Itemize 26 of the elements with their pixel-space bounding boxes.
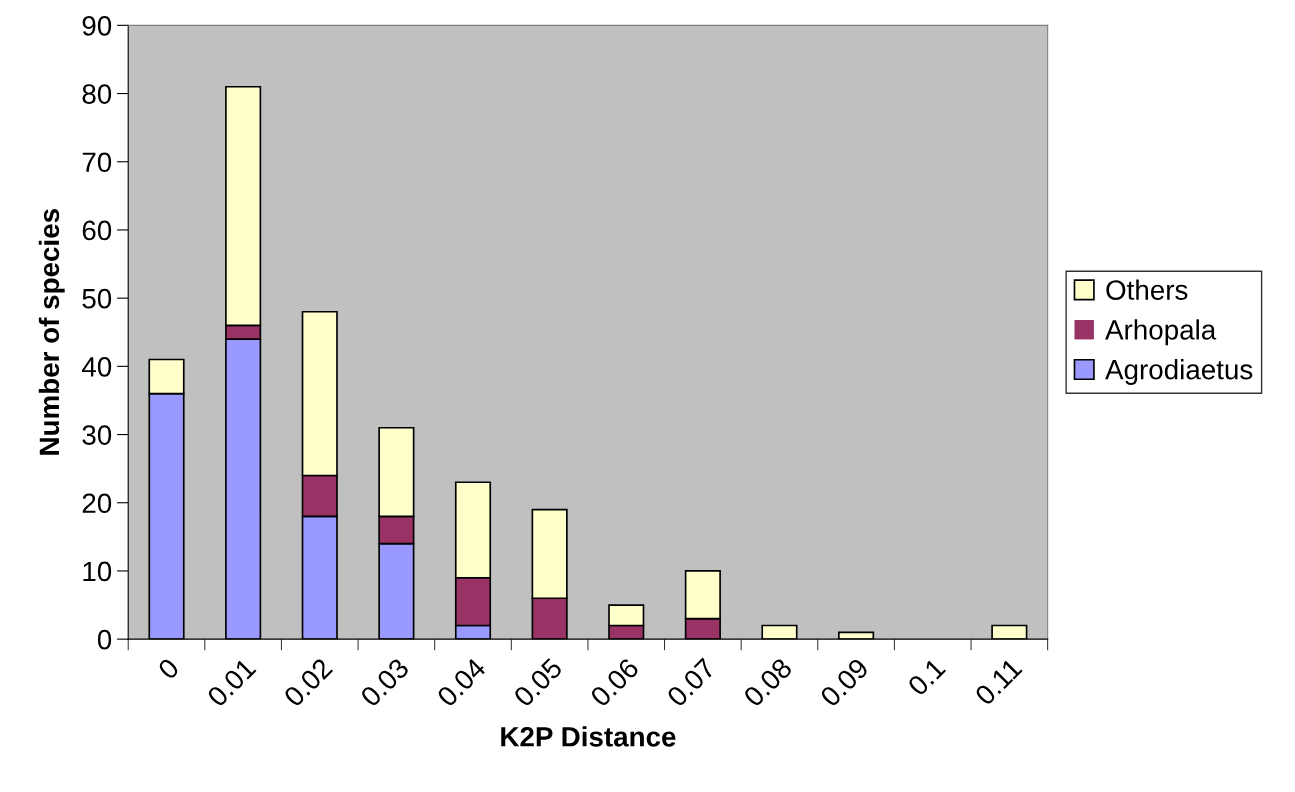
legend-label: Arhopala [1105, 319, 1217, 346]
x-tick-label: 0.1 [906, 657, 947, 697]
y-tick-label: 0 [97, 629, 112, 650]
legend-label: Others [1106, 279, 1188, 300]
y-tick-label: 70 [82, 152, 112, 173]
y-tick-label: 60 [82, 220, 112, 241]
x-tick-label: 0.02 [282, 657, 334, 708]
y-tick-label: 10 [83, 561, 112, 582]
y-tick-label: 80 [82, 84, 112, 104]
x-tick-label: 0.09 [819, 657, 870, 708]
y-tick-label: 40 [81, 357, 112, 377]
y-tick-label: 90 [82, 16, 112, 36]
x-tick-label: 0.11 [973, 657, 1023, 707]
x-tick-label: 0 [156, 657, 181, 681]
y-tick-label: 30 [82, 425, 112, 445]
x-axis-title: K2P Distance [501, 726, 676, 747]
x-tick-label: 0.03 [359, 657, 410, 708]
x-tick-label: 0.04 [436, 656, 487, 708]
y-tick-label: 50 [82, 288, 112, 309]
x-tick-label: 0.06 [589, 657, 640, 708]
x-tick-label: 0.05 [512, 657, 564, 708]
x-tick-label: 0.08 [742, 657, 794, 708]
y-tick-label: 20 [82, 493, 112, 514]
legend-label: Agrodiaetus [1105, 359, 1253, 385]
x-tick-label: 0.01 [206, 657, 257, 708]
y-axis-title: Number of species [38, 209, 65, 455]
